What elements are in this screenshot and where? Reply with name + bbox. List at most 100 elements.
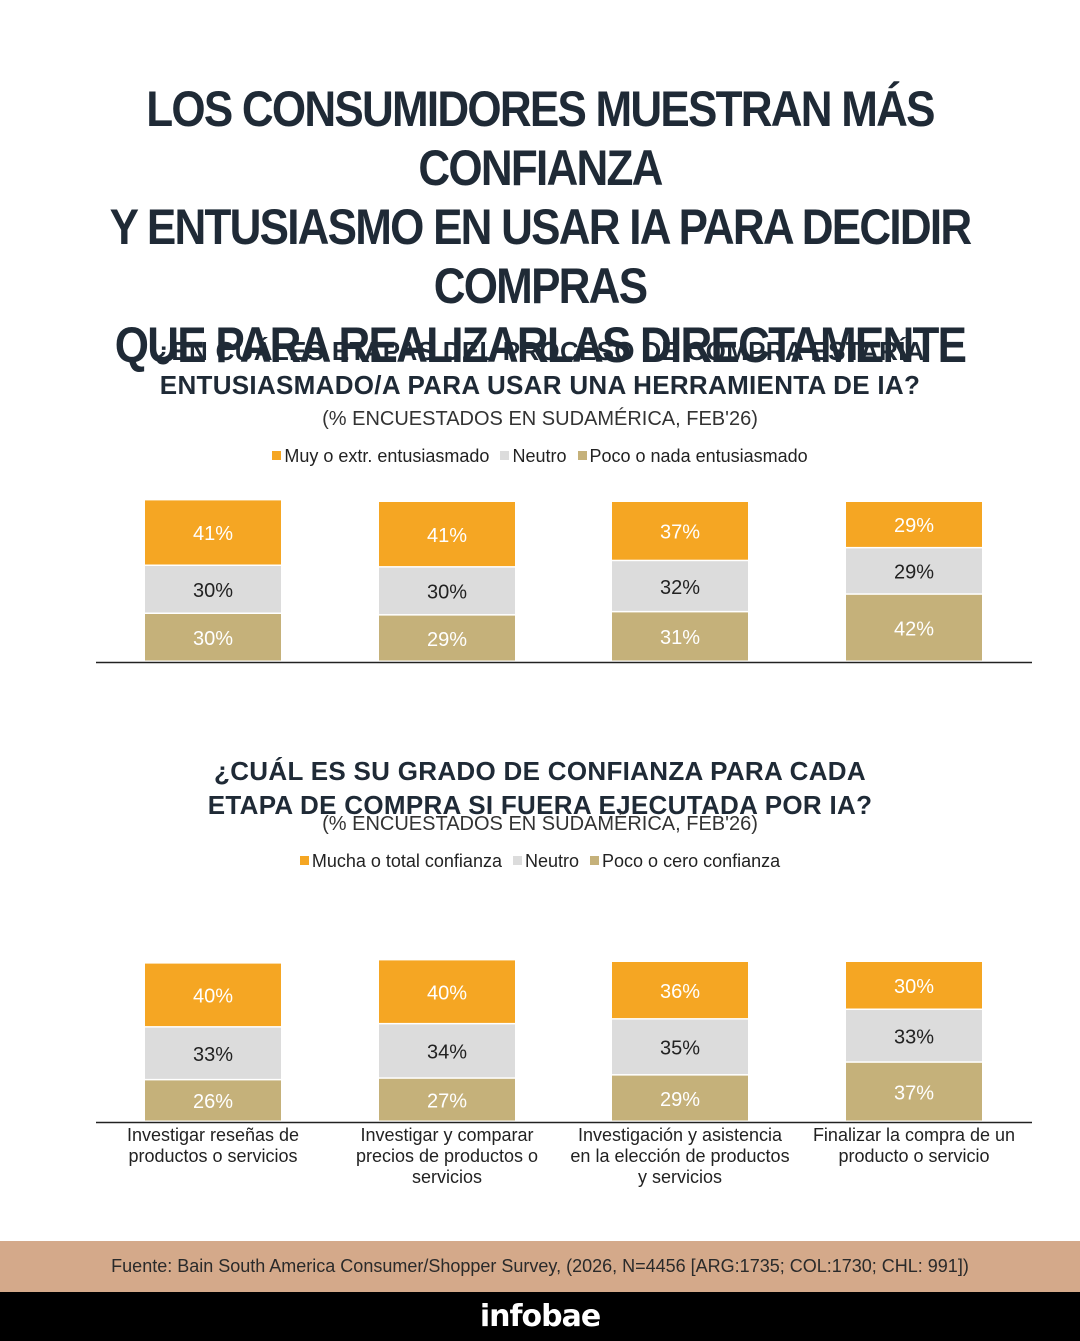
legend-label: Poco o cero confianza (602, 851, 781, 871)
category-label-line: precios de productos o (355, 1146, 539, 1166)
data-label: 29% (894, 515, 934, 537)
data-label: 33% (894, 1026, 934, 1048)
data-label: 41% (193, 523, 233, 545)
chart1-subtitle: (% ENCUESTADOS EN SUDAMÉRICA, FEB'26) (322, 408, 758, 430)
bar-segment (846, 1062, 982, 1121)
bar-segment (612, 612, 748, 661)
data-label: 37% (660, 522, 700, 544)
category-label-line: producto o servicio (838, 1146, 990, 1166)
bar-segment (145, 500, 281, 565)
data-label: 30% (193, 628, 233, 650)
bar-segment (846, 502, 982, 547)
source-text: Fuente: Bain South America Consumer/Shop… (111, 1256, 969, 1276)
legend-item: Muy o extr. entusiasmado (272, 446, 489, 467)
data-label: 35% (660, 1038, 700, 1060)
legend-item: Neutro (512, 851, 580, 872)
source-footer: Fuente: Bain South America Consumer/Shop… (0, 1241, 1080, 1292)
bar-segment (379, 1078, 515, 1121)
legend-item: Poco o nada entusiasmado (577, 446, 808, 467)
main-title-line: Y ENTUSIASMO EN USAR IA PARA DECIDIR COM… (109, 199, 972, 314)
category-label-line: Finalizar la compra de un (812, 1125, 1016, 1145)
chart1-title: ¿EN CUÁLES ETAPAS DEL PROCESO DE COMPRA … (0, 334, 1080, 402)
data-label: 30% (193, 580, 233, 602)
bar-segment (379, 615, 515, 661)
category-label-line: Investigar reseñas de (126, 1125, 300, 1145)
legend-label: Muy o extr. entusiasmado (284, 446, 490, 466)
chart1-plot: 30% 30% 41% 29% 30% 41% 31% 32% 37% 42% 29% 29% (96, 500, 1032, 664)
legend-swatch (512, 856, 522, 865)
bar-segment (145, 963, 281, 1027)
legend-label: Neutro (512, 446, 567, 466)
legend-label: Mucha o total confianza (311, 851, 502, 871)
data-label: 30% (894, 976, 934, 998)
data-label: 30% (427, 582, 467, 604)
chart2-plot: 26% 33% 40% 27% 34% 40% 29% 35% 36% 37% 33% 30% (96, 960, 1032, 1124)
category-label-line: productos o servicios (128, 1146, 298, 1166)
bar-segment (846, 594, 982, 661)
data-label: 31% (660, 627, 700, 649)
chart2-title-line: ETAPA DE COMPRA SI FUERA EJECUTADA POR I… (207, 790, 873, 820)
infobae-logo: infobae (479, 1299, 601, 1334)
legend-item: Poco o cero confianza (590, 851, 780, 872)
bar-segment (846, 548, 982, 594)
legend-label: Neutro (524, 851, 580, 871)
bar-segment (145, 566, 281, 613)
chart1-legend: Muy o extr. entusiasmado Neutro Poco o n… (0, 446, 1080, 467)
data-label: 37% (894, 1082, 934, 1104)
category-label: Finalizar la compra de un producto o ser… (794, 1125, 1034, 1167)
category-label: Investigar reseñas de productos o servic… (93, 1125, 333, 1167)
chart2-subtitle: (% ENCUESTADOS EN SUDAMÉRICA, FEB'26) (322, 813, 758, 835)
main-title-line: LOS CONSUMIDORES MUESTRAN MÁS CONFIANZA (146, 81, 935, 196)
data-label: 29% (660, 1089, 700, 1111)
chart2-title: ¿CUÁL ES SU GRADO DE CONFIANZA PARA CADA… (0, 754, 1080, 822)
chart2-title-line: ¿CUÁL ES SU GRADO DE CONFIANZA PARA CADA (214, 756, 866, 786)
bar-segment (145, 614, 281, 661)
data-label: 32% (660, 577, 700, 599)
data-label: 29% (894, 562, 934, 584)
bar-segment (379, 502, 515, 567)
chart1-title-line: ¿EN CUÁLES ETAPAS DEL PROCESO DE COMPRA … (155, 336, 925, 366)
bar-segment (612, 1019, 748, 1075)
bar-segment (145, 1027, 281, 1079)
bar-segment (846, 1010, 982, 1062)
brand-bar: infobae (0, 1292, 1080, 1341)
chart2-legend: Mucha o total confianza Neutro Poco o ce… (0, 851, 1080, 872)
data-label: 40% (193, 986, 233, 1008)
main-title-line: QUE PARA REALIZARLAS DIRECTAMENTE (114, 317, 967, 373)
category-label-line: en la elección de productos (570, 1146, 790, 1166)
data-label: 26% (193, 1091, 233, 1113)
chart1-title-line: ENTUSIASMADO/A PARA USAR UNA HERRAMIENTA… (159, 370, 921, 400)
legend-swatch (500, 451, 510, 460)
category-label-line: servicios (411, 1167, 482, 1187)
data-label: 29% (427, 629, 467, 651)
bar-segment (612, 561, 748, 611)
bar-segment (612, 502, 748, 560)
legend-swatch (590, 856, 600, 865)
legend-swatch (577, 451, 587, 460)
bar-segment (612, 1075, 748, 1121)
data-label: 34% (427, 1042, 467, 1064)
legend-swatch (272, 451, 282, 460)
data-label: 42% (894, 618, 934, 640)
category-label: Investigación y asistencia en la elecció… (560, 1125, 800, 1188)
data-label: 36% (660, 981, 700, 1003)
bar-segment (379, 1024, 515, 1078)
bar-segment (379, 960, 515, 1023)
bar-segment (145, 1080, 281, 1121)
data-label: 41% (427, 525, 467, 547)
legend-item: Mucha o total confianza (299, 851, 502, 872)
category-label-line: Investigar y comparar (360, 1125, 534, 1145)
bar-segment (612, 962, 748, 1019)
category-label-line: y servicios (637, 1167, 722, 1187)
bar-segment (379, 567, 515, 615)
data-label: 33% (193, 1044, 233, 1066)
legend-item: Neutro (500, 446, 566, 467)
legend-swatch (299, 856, 309, 865)
main-title: LOS CONSUMIDORES MUESTRAN MÁS CONFIANZA … (65, 80, 1015, 375)
bar-segment (846, 962, 982, 1009)
category-label-line: Investigación y asistencia (577, 1125, 783, 1145)
data-label: 27% (427, 1090, 467, 1112)
data-label: 40% (427, 982, 467, 1004)
legend-label: Poco o nada entusiasmado (589, 446, 808, 466)
category-label: Investigar y comparar precios de product… (327, 1125, 567, 1188)
